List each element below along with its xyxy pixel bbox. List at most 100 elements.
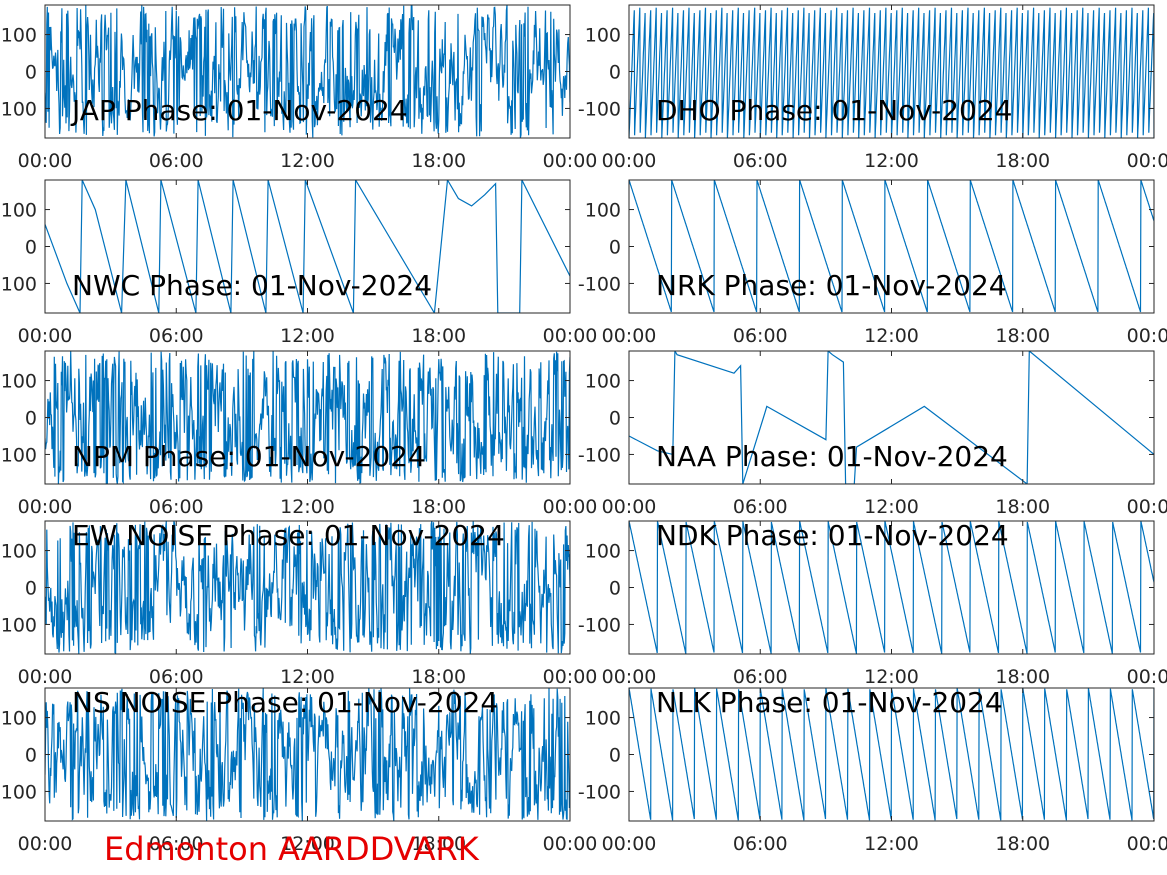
y-tick-label: -100 (0, 98, 37, 120)
y-tick-label: 0 (25, 408, 37, 430)
y-tick-label: 100 (1, 708, 37, 730)
x-tick-label: 06:00 (733, 325, 788, 347)
x-tick-label: 12:00 (864, 150, 919, 172)
x-tick-label: 06:00 (733, 833, 788, 855)
y-tick-label: 0 (609, 62, 621, 84)
x-tick-label: 00:00 (543, 666, 598, 688)
x-tick-label: 18:00 (411, 496, 466, 518)
x-tick-label: 18:00 (411, 150, 466, 172)
y-tick-label: 100 (585, 541, 621, 563)
series-line-5-1 (45, 351, 570, 484)
y-tick-label: -100 (0, 614, 37, 636)
subplot-1: -100 0 100 00:00 06:00 12:00 18:00 00:00 JAP Pha… (0, 4, 598, 172)
y-tick-label: 100 (1, 25, 37, 47)
x-tick-label: 18:00 (995, 325, 1050, 347)
subplot-7: -100 0 100 00:00 06:00 12:00 18:00 00:00 EW NOIS… (0, 519, 597, 688)
panel-title: DHO Phase: 01-Nov-2024 (656, 94, 1012, 127)
y-tick-label: 0 (25, 745, 37, 767)
x-tick-label: 18:00 (995, 833, 1050, 855)
x-tick-label: 06:00 (733, 666, 788, 688)
x-tick-label: 00:00 (18, 833, 73, 855)
x-tick-label: 06:00 (733, 496, 788, 518)
panel-title: EW NOISE Phase: 01-Nov-2024 (72, 519, 505, 552)
x-tick-label: 18:00 (411, 666, 466, 688)
x-tick-label: 00:00 (1127, 496, 1167, 518)
x-tick-label: 00:00 (1127, 150, 1167, 172)
series-line-7-1 (45, 521, 570, 654)
x-tick-label: 00:00 (543, 833, 598, 855)
y-tick-label: 100 (585, 200, 621, 222)
series-line-1-1 (45, 5, 570, 138)
series-line-9-1 (45, 688, 570, 821)
subplot-8: -100 0 100 00:00 06:00 12:00 18:00 00:00 NDK Pha… (578, 519, 1167, 688)
y-tick-label: 100 (585, 708, 621, 730)
x-tick-label: 18:00 (411, 833, 466, 855)
y-tick-label: -100 (578, 273, 621, 295)
series-line-3-1 (45, 180, 570, 313)
x-tick-label: 18:00 (995, 150, 1050, 172)
panel-title: NS NOISE Phase: 01-Nov-2024 (72, 686, 498, 719)
y-tick-label: 100 (585, 25, 621, 47)
x-tick-label: 00:00 (543, 325, 598, 347)
y-tick-label: -100 (578, 614, 621, 636)
x-tick-label: 06:00 (149, 666, 204, 688)
y-tick-label: -100 (578, 781, 621, 803)
series-line-2-1 (629, 7, 1154, 138)
x-tick-label: 00:00 (602, 150, 657, 172)
x-tick-label: 00:00 (602, 496, 657, 518)
station-label: Edmonton AARDDVARK (104, 830, 480, 868)
subplot-3: -100 0 100 00:00 06:00 12:00 18:00 00:00 NWC Pha… (0, 179, 598, 347)
panel-title: NAA Phase: 01-Nov-2024 (656, 440, 1008, 473)
panel-title: NLK Phase: 01-Nov-2024 (656, 686, 1003, 719)
y-tick-label: -100 (0, 781, 37, 803)
x-tick-label: 00:00 (18, 325, 73, 347)
x-tick-label: 18:00 (995, 496, 1050, 518)
series-line-8-1 (629, 521, 1154, 654)
x-tick-label: 06:00 (149, 150, 204, 172)
x-tick-label: 00:00 (543, 496, 598, 518)
x-tick-label: 00:00 (602, 666, 657, 688)
x-tick-label: 18:00 (411, 325, 466, 347)
x-tick-label: 00:00 (1127, 325, 1167, 347)
y-tick-label: -100 (578, 98, 621, 120)
y-tick-label: -100 (0, 273, 37, 295)
y-tick-label: 100 (585, 371, 621, 393)
x-tick-label: 12:00 (280, 325, 335, 347)
x-tick-label: 12:00 (864, 325, 919, 347)
y-tick-label: 0 (25, 578, 37, 600)
y-tick-label: -100 (578, 444, 621, 466)
y-tick-label: 0 (609, 578, 621, 600)
panel-title: NDK Phase: 01-Nov-2024 (656, 519, 1009, 552)
x-tick-label: 18:00 (995, 666, 1050, 688)
subplot-9: -100 0 100 00:00 06:00 12:00 18:00 00:00 NS NOIS… (0, 686, 597, 855)
y-tick-label: 100 (1, 541, 37, 563)
subplot-6: -100 0 100 00:00 06:00 12:00 18:00 00:00 NAA Pha… (578, 350, 1167, 518)
x-tick-label: 06:00 (149, 833, 204, 855)
y-tick-label: -100 (0, 444, 37, 466)
x-tick-label: 00:00 (18, 150, 73, 172)
x-tick-label: 12:00 (280, 833, 335, 855)
x-tick-label: 06:00 (149, 325, 204, 347)
x-tick-label: 00:00 (602, 833, 657, 855)
x-tick-label: 12:00 (864, 666, 919, 688)
x-tick-label: 00:00 (18, 496, 73, 518)
y-tick-label: 100 (1, 200, 37, 222)
subplot-10: -100 0 100 00:00 06:00 12:00 18:00 00:00 NLK Pha… (578, 686, 1167, 855)
subplot-2: -100 0 100 00:00 06:00 12:00 18:00 00:00 DHO Pha… (578, 4, 1167, 172)
series-line-4-1 (629, 180, 1154, 313)
x-tick-label: 12:00 (280, 666, 335, 688)
x-tick-label: 00:00 (18, 666, 73, 688)
x-tick-label: 00:00 (543, 150, 598, 172)
x-tick-label: 12:00 (864, 496, 919, 518)
x-tick-label: 12:00 (864, 833, 919, 855)
x-tick-label: 00:00 (1127, 666, 1167, 688)
y-tick-label: 0 (25, 62, 37, 84)
x-tick-label: 00:00 (602, 325, 657, 347)
y-tick-label: 0 (609, 745, 621, 767)
panel-title: NRK Phase: 01-Nov-2024 (656, 269, 1007, 302)
subplot-4: -100 0 100 00:00 06:00 12:00 18:00 00:00 NRK Pha… (578, 179, 1167, 347)
subplot-5: -100 0 100 00:00 06:00 12:00 18:00 00:00 NPM Pha… (0, 350, 598, 518)
y-tick-label: 0 (609, 237, 621, 259)
panel-title: NWC Phase: 01-Nov-2024 (72, 269, 432, 302)
